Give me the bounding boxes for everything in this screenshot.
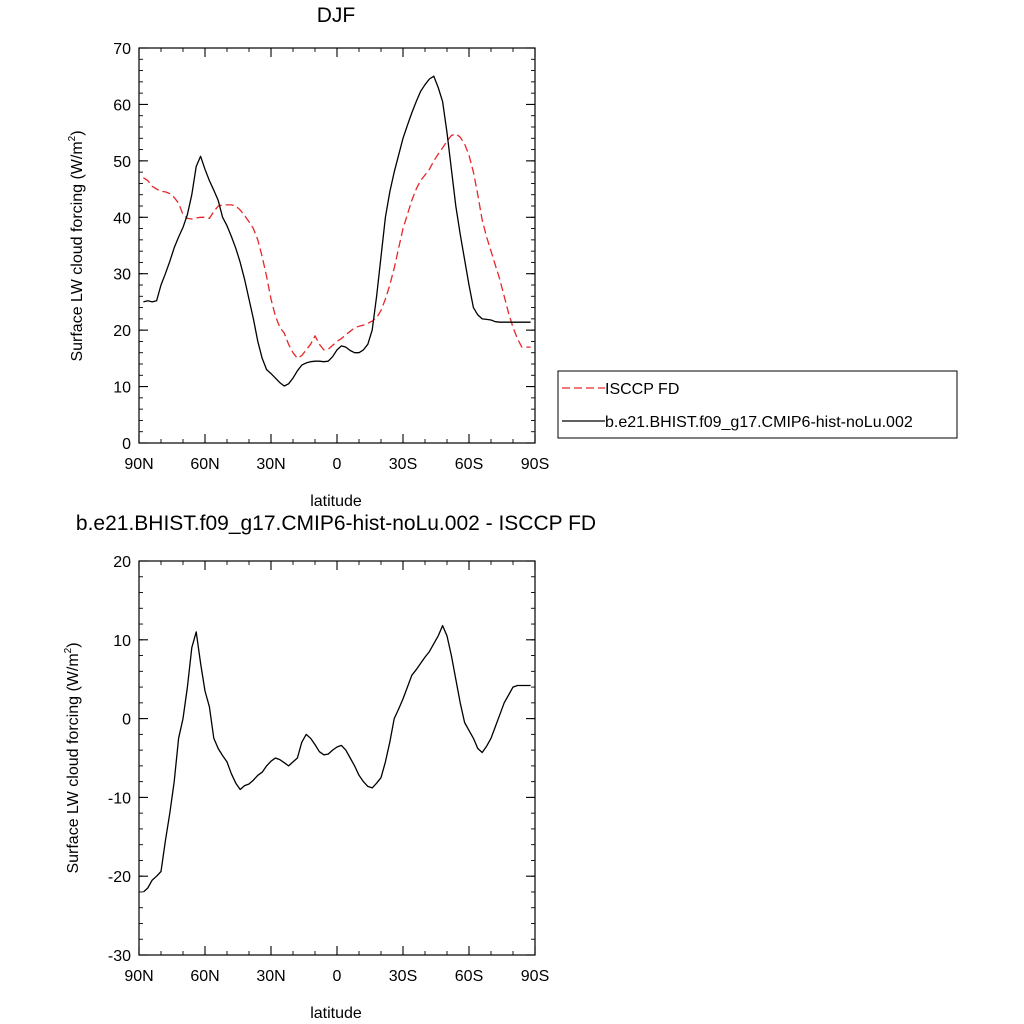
top-x-tick-label: 30N (256, 456, 285, 473)
bottom-x-tick-label: 90S (521, 968, 549, 985)
top-series-line-0 (143, 133, 531, 360)
top-y-tick-label: 20 (113, 323, 131, 340)
bottom-y-tick-label: 10 (113, 633, 131, 650)
top-chart-title: DJF (317, 4, 356, 27)
top-chart-plot-frame (138, 47, 536, 444)
top-y-tick-label: 70 (113, 41, 131, 58)
bottom-series-line-0 (142, 624, 531, 893)
top-series-line-1 (143, 75, 531, 387)
bottom-x-tick-label: 60N (190, 968, 219, 985)
bottom-y-tick-label: 20 (113, 554, 131, 571)
top-x-tick-label: 90S (521, 456, 549, 473)
top-x-tick-label: 30S (389, 456, 417, 473)
bottom-chart-title: b.e21.BHIST.f09_g17.CMIP6-hist-noLu.002 … (76, 512, 596, 535)
top-chart-y-axis-label-sup: 2 (67, 135, 78, 141)
bottom-y-tick-label: -20 (108, 869, 131, 886)
bottom-y-tick-label: -10 (108, 790, 131, 807)
bottom-chart-panel: b.e21.BHIST.f09_g17.CMIP6-hist-noLu.002 … (63, 512, 596, 1022)
top-x-tick-label: 60S (455, 456, 483, 473)
bottom-chart-plot-frame (138, 560, 536, 956)
top-chart-y-axis-label: Surface LW cloud forcing (W/m2) (67, 130, 86, 361)
bottom-y-tick-label: -30 (108, 948, 131, 965)
bottom-x-tick-label: 0 (333, 968, 342, 985)
bottom-x-tick-label: 30S (389, 968, 417, 985)
top-y-tick-label: 10 (113, 380, 131, 397)
top-y-tick-label: 50 (113, 154, 131, 171)
top-y-tick-label: 40 (113, 210, 131, 227)
top-y-tick-label: 0 (122, 436, 131, 453)
top-chart-y-axis-label-main: Surface LW cloud forcing (W/m (69, 141, 86, 361)
top-x-tick-label: 0 (333, 456, 342, 473)
legend-box (557, 370, 958, 439)
bottom-chart-y-axis-label: Surface LW cloud forcing (W/m2) (63, 642, 82, 873)
bottom-chart-x-axis-label: latitude (310, 1005, 362, 1022)
top-chart-y-axis-label-tail: ) (69, 130, 86, 135)
top-chart-legend: ISCCP FD b.e21.BHIST.f09_g17.CMIP6-hist-… (557, 370, 958, 439)
bottom-y-tick-label: 0 (122, 712, 131, 729)
bottom-chart-y-axis-label-main: Surface LW cloud forcing (W/m (65, 653, 82, 873)
legend-label-model: b.e21.BHIST.f09_g17.CMIP6-hist-noLu.002 (605, 414, 913, 431)
top-x-tick-label: 60N (190, 456, 219, 473)
bottom-x-tick-label: 60S (455, 968, 483, 985)
top-y-tick-label: 30 (113, 267, 131, 284)
bottom-x-tick-label: 90N (124, 968, 153, 985)
legend-label-isccp: ISCCP FD (605, 381, 679, 398)
top-x-tick-label: 90N (124, 456, 153, 473)
top-y-tick-label: 60 (113, 97, 131, 114)
bottom-chart-y-axis-label-tail: ) (65, 642, 82, 647)
top-chart-x-axis-label: latitude (310, 493, 362, 510)
bottom-x-tick-label: 30N (256, 968, 285, 985)
bottom-chart-y-axis-label-sup: 2 (63, 647, 74, 653)
